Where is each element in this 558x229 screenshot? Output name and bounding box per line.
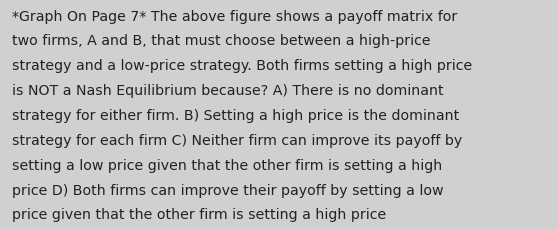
Text: price given that the other firm is setting a high price: price given that the other firm is setti… xyxy=(12,207,387,221)
Text: setting a low price given that the other firm is setting a high: setting a low price given that the other… xyxy=(12,158,442,172)
Text: is NOT a Nash Equilibrium because? A) There is no dominant: is NOT a Nash Equilibrium because? A) Th… xyxy=(12,84,444,98)
Text: strategy and a low-price strategy. Both firms setting a high price: strategy and a low-price strategy. Both … xyxy=(12,59,473,73)
Text: *Graph On Page 7* The above figure shows a payoff matrix for: *Graph On Page 7* The above figure shows… xyxy=(12,10,458,24)
Text: strategy for each firm C) Neither firm can improve its payoff by: strategy for each firm C) Neither firm c… xyxy=(12,133,463,147)
Text: two firms, A and B, that must choose between a high-price: two firms, A and B, that must choose bet… xyxy=(12,34,431,48)
Text: price D) Both firms can improve their payoff by setting a low: price D) Both firms can improve their pa… xyxy=(12,183,444,197)
Text: strategy for either firm. B) Setting a high price is the dominant: strategy for either firm. B) Setting a h… xyxy=(12,109,460,123)
